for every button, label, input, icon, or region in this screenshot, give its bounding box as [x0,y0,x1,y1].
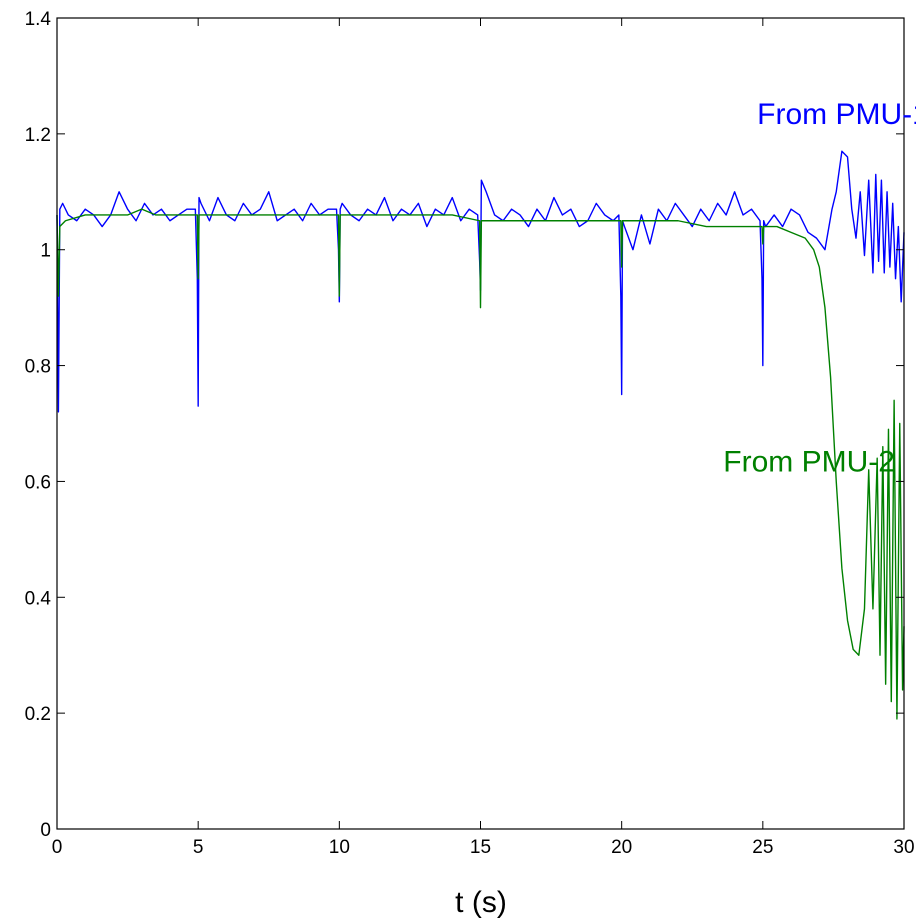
series-layer [56,150,905,720]
series-line-2 [56,208,905,720]
x-tick-label: 10 [329,837,350,858]
y-tick-label: 0 [40,820,51,841]
annotation-2: From PMU-2 [723,445,895,478]
annotation-layer: From PMU-1 From PMU-2 [723,98,916,479]
y-tick-label: 0.4 [25,588,52,609]
annotation-1: From PMU-1 [757,98,916,131]
y-tick-label: 1.2 [25,125,51,146]
plot-background [57,18,904,829]
x-tick-label: 5 [193,837,204,858]
x-tick-label: 25 [752,837,773,858]
x-tick-label: 30 [893,837,914,858]
y-tick-label: 1.4 [25,9,52,30]
x-axis-label: t (s) [455,886,507,919]
x-tick-label: 20 [611,837,632,858]
x-tick-label: 0 [52,837,63,858]
plot-area [57,18,904,829]
y-tick-label: 0.8 [25,357,51,378]
x-tick-label: 15 [470,837,491,858]
axes-layer: 0 5 10 15 20 25 30 0 0.2 0.4 0.6 0.8 1 1.2 1.4 [25,9,915,858]
y-tick-label: 1 [40,241,51,262]
y-tick-label: 0.2 [25,704,51,725]
y-tick-label: 0.6 [25,472,51,493]
